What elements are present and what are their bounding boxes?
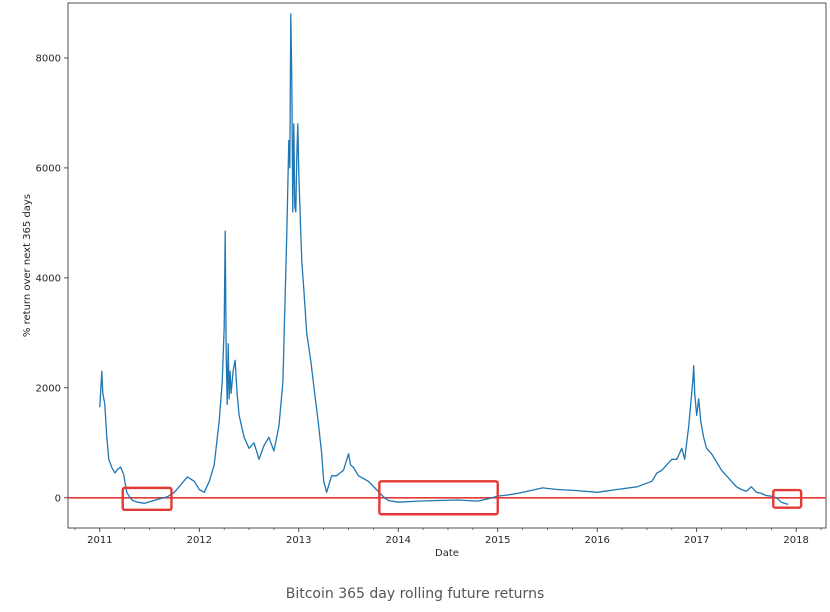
- x-tick-label: 2018: [783, 535, 808, 546]
- plot-area: [67, 2, 827, 529]
- x-tick-label: 2016: [584, 535, 609, 546]
- y-tick-label: 8000: [36, 53, 61, 64]
- y-axis-label: % return over next 365 days: [22, 194, 33, 337]
- y-tick-label: 6000: [36, 163, 61, 174]
- x-tick-label: 2012: [187, 535, 212, 546]
- y-tick-label: 0: [55, 493, 61, 504]
- x-tick-label: 2017: [684, 535, 709, 546]
- highlight-box-2: [378, 480, 499, 516]
- y-tick-label: 4000: [36, 273, 61, 284]
- x-tick-label: 2015: [485, 535, 510, 546]
- highlight-box-3: [772, 488, 803, 509]
- figure-caption: Bitcoin 365 day rolling future returns: [285, 586, 545, 602]
- line-chart: 2011 2012 2013 2014 2015 2016 2017 2018 0 2000 40…: [22, 2, 827, 559]
- highlight-box-1: [121, 486, 173, 512]
- x-tick-label: 2014: [386, 535, 411, 546]
- axes-frame: [67, 2, 827, 529]
- y-axis-ticks: 0 2000 4000 6000 8000: [36, 53, 68, 504]
- x-axis-label: Date: [435, 548, 459, 559]
- x-axis-ticks: 2011 2012 2013 2014 2015 2016 2017 2018: [74, 528, 822, 546]
- series-line-0: [99, 13, 789, 506]
- y-tick-label: 2000: [36, 383, 61, 394]
- x-tick-label: 2013: [286, 535, 311, 546]
- x-tick-label: 2011: [87, 535, 112, 546]
